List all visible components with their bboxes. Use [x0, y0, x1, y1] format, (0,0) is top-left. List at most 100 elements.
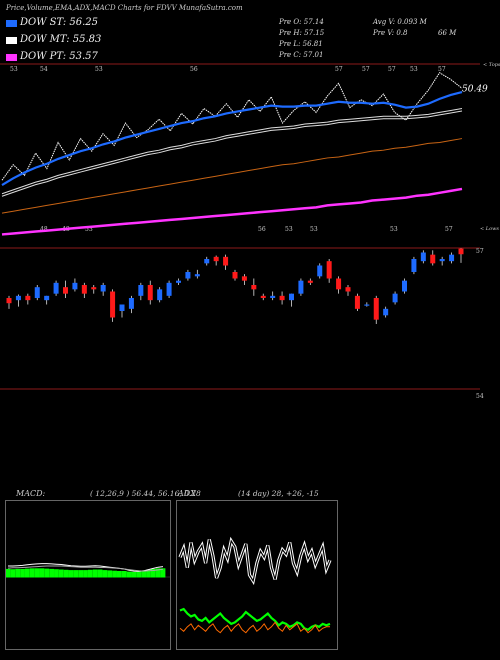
- candle-body: [307, 280, 313, 283]
- candle-body: [373, 298, 379, 320]
- candle-body: [25, 295, 31, 301]
- legend-swatch-pt: [6, 54, 17, 61]
- candle-body: [147, 285, 153, 301]
- candle-body: [157, 289, 163, 301]
- candle-panel: 57 54: [0, 248, 484, 400]
- top-label: 53: [10, 66, 18, 73]
- candle-body: [110, 291, 116, 318]
- top-label: 54: [40, 66, 48, 73]
- adx-bg: [177, 501, 337, 649]
- macd-histogram-bar: [78, 570, 84, 578]
- macd-histogram-bar: [83, 570, 88, 578]
- candle-body: [260, 295, 266, 298]
- candle-body: [185, 272, 191, 279]
- candle-body: [166, 282, 172, 296]
- low-label: 48: [40, 226, 48, 233]
- candle-body: [345, 287, 351, 292]
- macd-histogram-bar: [160, 568, 166, 578]
- candle-body: [81, 285, 87, 294]
- ema-short-line: [1, 91, 463, 186]
- candle-body: [232, 272, 238, 279]
- minus-di-line: [179, 621, 330, 634]
- top-label: 56: [190, 66, 198, 73]
- macd-histogram-bar: [63, 569, 69, 578]
- top-label: 57: [438, 66, 446, 73]
- macd-histogram-bar: [29, 568, 35, 578]
- adx-chart: [176, 500, 338, 650]
- candle-body: [402, 280, 407, 292]
- candle-body: [279, 295, 285, 301]
- macd-histogram-bar: [54, 569, 59, 578]
- ema-mid-line-1: [1, 110, 463, 197]
- macd-histogram-bar: [117, 571, 122, 578]
- macd-histogram-bar: [150, 568, 156, 578]
- macd-histogram-bar: [73, 570, 79, 578]
- candle-body: [176, 280, 181, 283]
- adx-title: ADX: [178, 489, 196, 498]
- candle-body: [439, 259, 445, 262]
- volume-unit: 66 M: [438, 29, 457, 37]
- candle-body: [336, 278, 342, 290]
- macd-title: MACD:: [16, 489, 46, 498]
- candle-body: [392, 293, 398, 303]
- candle-body: [34, 287, 40, 298]
- ema-mid-line-0: [1, 108, 463, 195]
- macd-histogram-bar: [121, 571, 127, 578]
- macd-histogram-bar: [6, 568, 11, 578]
- macd-histogram-bar: [49, 568, 54, 578]
- signal-line: [7, 565, 164, 572]
- candle-body: [241, 276, 247, 281]
- macd-chart: [5, 500, 171, 650]
- macd-histogram-bar: [126, 571, 132, 578]
- candle-body: [420, 252, 426, 262]
- low-label: 53: [310, 226, 318, 233]
- macd-histogram-bar: [146, 569, 151, 578]
- macd-histogram-bar: [141, 570, 147, 578]
- top-label: 57: [335, 66, 343, 73]
- legend-pt: DOW PT: 53.57: [20, 51, 98, 62]
- low-label: 53: [85, 226, 93, 233]
- macd-histogram-bar: [68, 570, 74, 578]
- candle-body: [270, 295, 276, 298]
- macd-histogram-bar: [155, 568, 161, 578]
- macd-histogram-bar: [112, 570, 117, 578]
- candle-body: [430, 254, 436, 264]
- candle-body: [44, 295, 50, 301]
- candle-body: [194, 274, 200, 277]
- candle-body: [204, 259, 210, 264]
- candle-body: [6, 298, 12, 304]
- legend-st: DOW ST: 56.25: [20, 17, 99, 28]
- macd-histogram-bar: [97, 569, 103, 578]
- macd-histogram-bar: [20, 568, 25, 578]
- candle-body: [91, 287, 97, 290]
- avg-volume: Avg V: 0.093 M: [373, 18, 427, 26]
- last-price-label: 50.49: [462, 84, 488, 94]
- candle-body: [72, 282, 78, 290]
- macd-histogram-bar: [44, 568, 50, 578]
- candle-body: [100, 285, 106, 292]
- adx-line-inner: [179, 539, 331, 583]
- candle-body: [63, 287, 68, 294]
- candle-body: [119, 304, 125, 311]
- macd-histogram-bar: [58, 569, 64, 578]
- candle-body: [364, 304, 370, 306]
- candle-body: [213, 256, 219, 262]
- candle-body: [458, 248, 464, 255]
- macd-histogram-bar: [107, 570, 113, 578]
- macd-histogram-bar: [136, 571, 142, 578]
- price-label-top: 57: [476, 248, 484, 255]
- candle-body: [317, 265, 323, 277]
- low-label: 53: [285, 226, 293, 233]
- ema-xlong-line: [1, 187, 463, 236]
- candle-body: [383, 308, 389, 316]
- lows-label: < Lows: [480, 226, 499, 232]
- candle-body: [411, 259, 417, 272]
- prev-low: Pre L: 56.81: [279, 40, 323, 48]
- candle-body: [15, 295, 21, 301]
- top-label: 57: [362, 66, 370, 73]
- prev-high: Pre H: 57.15: [279, 29, 325, 37]
- macd-histogram-bar: [92, 569, 98, 578]
- macd-histogram-bar: [15, 568, 21, 578]
- candle-body: [326, 261, 332, 279]
